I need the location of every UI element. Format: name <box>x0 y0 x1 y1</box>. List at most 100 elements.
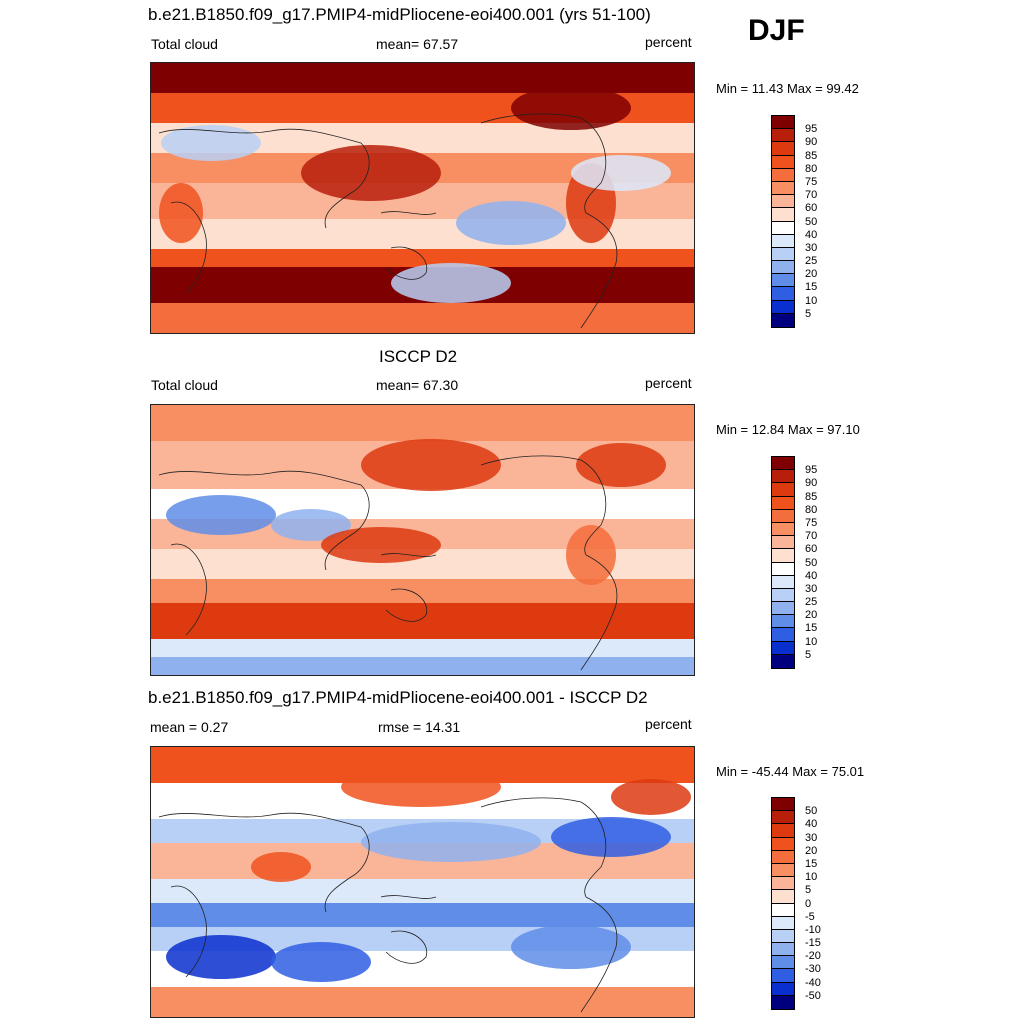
colorbar-box <box>772 208 794 222</box>
colorbar-tick-label: 30 <box>805 582 818 595</box>
contour-field <box>151 747 694 1017</box>
colorbar-tick-label: 25 <box>805 596 818 609</box>
colorbar-box <box>772 300 794 314</box>
panel-3-map <box>150 746 695 1018</box>
colorbar-box <box>772 522 794 537</box>
colorbar-box <box>772 982 794 996</box>
colorbar-tick-label: -50 <box>805 989 821 1002</box>
colorbar-box <box>772 181 794 196</box>
colorbar-tick-label: 50 <box>805 556 818 569</box>
colorbar-tick-label: 15 <box>805 622 818 635</box>
panel-3-title: b.e21.B1850.f09_g17.PMIP4-midPliocene-eo… <box>148 688 648 707</box>
colorbar-box <box>772 470 794 484</box>
colorbar-box <box>772 313 794 327</box>
colorbar-box <box>772 195 794 209</box>
colorbar-tick-label: 0 <box>805 897 812 910</box>
panel-1-map <box>150 62 695 334</box>
panel-2-colorbar <box>771 456 795 669</box>
colorbar-box <box>772 496 794 510</box>
colorbar-box <box>772 602 794 616</box>
colorbar-tick-label: 50 <box>805 215 818 228</box>
colorbar-tick-label: 10 <box>805 294 818 307</box>
colorbar-tick-label: 60 <box>805 202 818 215</box>
colorbar-box <box>772 615 794 629</box>
panel-2-units-label: percent <box>645 375 692 391</box>
panel-1-minmax: Min = 11.43 Max = 99.42 <box>716 81 859 96</box>
colorbar-box <box>772 575 794 589</box>
panel-2-title: ISCCP D2 <box>379 347 458 366</box>
colorbar-tick-label: 75 <box>805 175 818 188</box>
colorbar-box <box>772 837 794 851</box>
colorbar-tick-label: -30 <box>805 963 821 976</box>
colorbar-tick-label: -10 <box>805 923 821 936</box>
colorbar-box <box>772 798 794 812</box>
panel-3-mean-label: mean = 0.27 <box>150 719 229 735</box>
colorbar-box <box>772 641 794 655</box>
colorbar-box <box>772 969 794 983</box>
colorbar-tick-label: 85 <box>805 490 818 503</box>
colorbar-box <box>772 943 794 957</box>
colorbar-box <box>772 155 794 169</box>
colorbar-tick-label: 5 <box>805 648 812 661</box>
colorbar-box <box>772 274 794 288</box>
colorbar-box <box>772 956 794 970</box>
colorbar-box <box>772 142 794 156</box>
colorbar-tick-label: 95 <box>805 464 818 477</box>
season-label: DJF <box>748 14 805 47</box>
panel-1-mean-label: mean= 67.57 <box>376 36 459 52</box>
colorbar-box <box>772 247 794 262</box>
colorbar-box <box>772 654 794 668</box>
colorbar-tick-label: 70 <box>805 189 818 202</box>
colorbar-box <box>772 995 794 1009</box>
colorbar-tick-label: 95 <box>805 123 818 136</box>
colorbar-tick-label: 5 <box>805 884 812 897</box>
colorbar-tick-label: 25 <box>805 255 818 268</box>
colorbar-box <box>772 457 794 471</box>
colorbar-tick-label: -20 <box>805 950 821 963</box>
colorbar-box <box>772 116 794 130</box>
colorbar-tick-label: 60 <box>805 543 818 556</box>
contour-field <box>151 405 694 675</box>
colorbar-box <box>772 890 794 904</box>
colorbar-tick-label: 15 <box>805 857 818 870</box>
panel-2-minmax: Min = 12.84 Max = 97.10 <box>716 422 860 437</box>
colorbar-tick-label: 85 <box>805 149 818 162</box>
panel-3-colorbar <box>771 797 795 1010</box>
panel-3-minmax: Min = -45.44 Max = 75.01 <box>716 764 865 779</box>
colorbar-tick-label: 40 <box>805 818 818 831</box>
colorbar-tick-label: 70 <box>805 530 818 543</box>
panel-1-variable-label: Total cloud <box>151 36 218 52</box>
colorbar-box <box>772 811 794 825</box>
colorbar-box <box>772 261 794 275</box>
colorbar-tick-label: 30 <box>805 241 818 254</box>
colorbar-box <box>772 129 794 143</box>
colorbar-box <box>772 234 794 248</box>
colorbar-box <box>772 168 794 182</box>
colorbar-tick-label: 80 <box>805 162 818 175</box>
colorbar-box <box>772 588 794 603</box>
colorbar-box <box>772 509 794 523</box>
colorbar-box <box>772 929 794 944</box>
colorbar-tick-label: 90 <box>805 136 818 149</box>
colorbar-tick-label: 40 <box>805 228 818 241</box>
colorbar-box <box>772 877 794 891</box>
colorbar-tick-label: 10 <box>805 871 818 884</box>
colorbar-tick-label: 75 <box>805 516 818 529</box>
colorbar-box <box>772 824 794 838</box>
panel-3-rmse-label: rmse = 14.31 <box>378 719 461 735</box>
colorbar-tick-label: 90 <box>805 477 818 490</box>
colorbar-tick-label: 30 <box>805 831 818 844</box>
colorbar-box <box>772 562 794 576</box>
panel-2-mean-label: mean= 67.30 <box>376 377 459 393</box>
colorbar-tick-label: 15 <box>805 281 818 294</box>
colorbar-tick-label: -15 <box>805 937 821 950</box>
colorbar-box <box>772 483 794 497</box>
colorbar-tick-label: 20 <box>805 268 818 281</box>
colorbar-tick-label: 40 <box>805 569 818 582</box>
colorbar-tick-label: 80 <box>805 503 818 516</box>
colorbar-tick-label: 10 <box>805 635 818 648</box>
colorbar-tick-label: -40 <box>805 976 821 989</box>
colorbar-tick-label: 20 <box>805 844 818 857</box>
colorbar-box <box>772 863 794 878</box>
colorbar-tick-label: 50 <box>805 805 818 818</box>
